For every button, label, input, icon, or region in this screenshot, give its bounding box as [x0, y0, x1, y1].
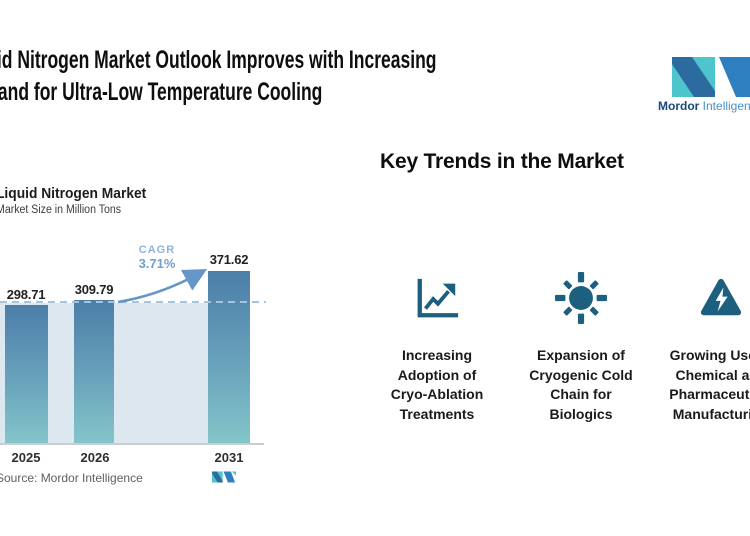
- bar-2026: [74, 299, 114, 443]
- cagr-annotation: CAGR 3.71%: [139, 244, 176, 270]
- baseline-dashed-line: [0, 301, 266, 303]
- mordor-intelligence-wordmark: Mordor Intelligence: [658, 99, 750, 113]
- hazard-lightning-icon: [646, 271, 750, 325]
- bar-2031: [208, 271, 250, 443]
- x-tick-2031: 2031: [214, 450, 244, 465]
- page-title-line1: Liquid Nitrogen Market Outlook Improves …: [0, 46, 437, 74]
- x-axis-line: [0, 443, 264, 445]
- trend-item-chemical-pharma: Growing Use in Chemical and Pharmaceutic…: [646, 271, 750, 424]
- page-title-line2: Demand for Ultra-Low Temperature Cooling: [0, 78, 323, 106]
- wordmark-light-text: Intelligence: [702, 99, 750, 113]
- bar-value-2026: 309.79: [74, 282, 114, 297]
- x-tick-2025: 2025: [11, 450, 41, 465]
- wordmark-bold: Mordor: [658, 99, 700, 113]
- trend-label: Expansion of Cryogenic Cold Chain for Bi…: [529, 347, 633, 422]
- mordor-intelligence-logo-icon: [672, 57, 750, 102]
- page-title: Liquid Nitrogen Market Outlook Improves …: [0, 44, 436, 108]
- bar-value-2031: 371.62: [209, 252, 249, 267]
- cagr-growth-arrow-icon: [117, 268, 208, 304]
- sun-cryogenic-icon: [506, 271, 656, 325]
- cagr-value: 3.71%: [138, 256, 176, 271]
- trending-up-chart-icon: [362, 271, 512, 325]
- x-tick-2026: 2026: [80, 450, 110, 465]
- trend-label: Growing Use in Chemical and Pharmaceutic…: [669, 347, 750, 422]
- mordor-mini-logo-icon: [212, 470, 236, 488]
- bar-2025: [5, 304, 48, 443]
- trends-heading: Key Trends in the Market: [380, 150, 624, 173]
- bar-value-2025: 298.71: [6, 287, 46, 302]
- trend-item-cryogenic-cold-chain: Expansion of Cryogenic Cold Chain for Bi…: [506, 271, 656, 424]
- chart-subtitle: Market Size in Million Tons: [0, 204, 122, 216]
- chart-source: Source: Mordor Intelligence: [0, 471, 143, 485]
- chart-title: Liquid Nitrogen Market: [0, 185, 147, 202]
- cagr-label: CAGR: [138, 244, 176, 256]
- trend-label: Increasing Adoption of Cryo-Ablation Tre…: [390, 347, 484, 422]
- trend-item-cryo-ablation: Increasing Adoption of Cryo-Ablation Tre…: [362, 271, 512, 424]
